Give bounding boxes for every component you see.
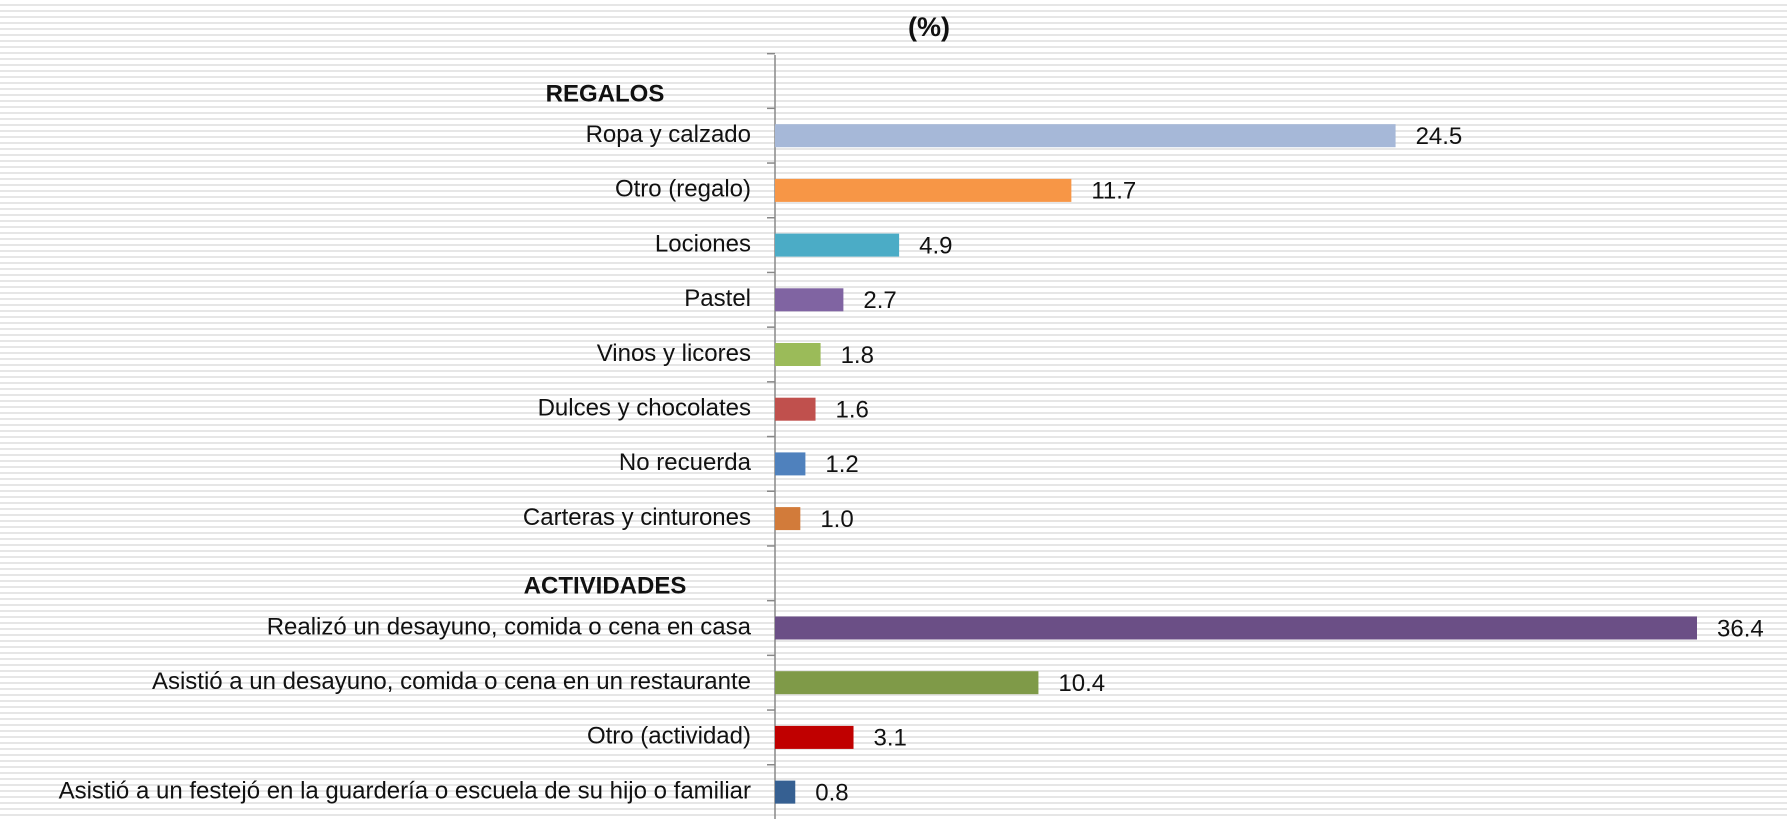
bar [775, 616, 1697, 640]
category-label: Asistió a un festejó en la guardería o e… [59, 777, 751, 804]
data-label: 11.7 [1091, 178, 1136, 205]
bar [775, 725, 854, 749]
bar [775, 671, 1039, 695]
chart-title: (%) [908, 12, 950, 42]
bar [775, 343, 821, 366]
category-label: Otro (regalo) [615, 176, 751, 203]
data-label: 36.4 [1717, 615, 1764, 642]
data-label: 10.4 [1058, 670, 1105, 697]
category-label: Pastel [684, 285, 751, 312]
bar [775, 452, 806, 476]
group-header: ACTIVIDADES [524, 573, 687, 600]
data-label: 1.6 [836, 397, 869, 424]
category-label: Asistió a un desayuno, comida o cena en … [152, 668, 751, 695]
bar [775, 233, 900, 257]
bar [775, 397, 816, 421]
category-label: Lociones [655, 230, 751, 257]
data-label: 4.9 [919, 232, 952, 259]
bar [775, 288, 844, 312]
data-label: 24.5 [1416, 123, 1463, 150]
data-label: 2.7 [863, 287, 896, 314]
group-header: REGALOS [546, 80, 665, 107]
category-label: No recuerda [619, 449, 752, 476]
data-label: 1.2 [825, 451, 858, 478]
category-label: Vinos y licores [597, 340, 751, 367]
category-label: Otro (actividad) [587, 723, 751, 750]
bar [775, 178, 1072, 202]
category-label: Dulces y chocolates [538, 395, 751, 422]
data-label: 3.1 [874, 725, 907, 752]
category-label: Carteras y cinturones [523, 504, 751, 531]
data-label: 1.0 [820, 506, 853, 533]
category-label: Realizó un desayuno, comida o cena en ca… [267, 613, 752, 640]
bar [775, 780, 796, 804]
bar [775, 124, 1396, 148]
data-label: 0.8 [815, 779, 848, 806]
category-label: Ropa y calzado [586, 121, 751, 148]
data-label: 1.8 [841, 342, 874, 369]
bar [775, 507, 801, 531]
